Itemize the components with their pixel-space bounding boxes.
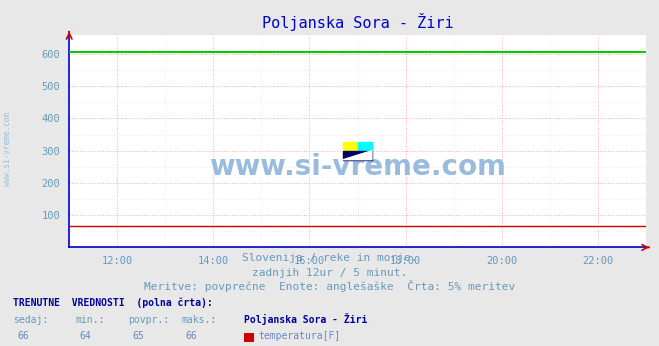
Text: sedaj:: sedaj: bbox=[13, 315, 48, 325]
Text: TRENUTNE  VREDNOSTI  (polna črta):: TRENUTNE VREDNOSTI (polna črta): bbox=[13, 298, 213, 308]
Bar bbox=[357, 142, 372, 151]
Text: Slovenija / reke in morje.: Slovenija / reke in morje. bbox=[242, 253, 417, 263]
Text: 65: 65 bbox=[132, 331, 144, 342]
Text: temperatura[F]: temperatura[F] bbox=[258, 331, 341, 342]
Bar bbox=[343, 142, 357, 151]
Text: Meritve: povprečne  Enote: anglešaške  Črta: 5% meritev: Meritve: povprečne Enote: anglešaške Črt… bbox=[144, 280, 515, 292]
Text: zadnjih 12ur / 5 minut.: zadnjih 12ur / 5 minut. bbox=[252, 268, 407, 278]
Title: Poljanska Sora - Žiri: Poljanska Sora - Žiri bbox=[262, 13, 453, 31]
Text: maks.:: maks.: bbox=[181, 315, 216, 325]
Text: 64: 64 bbox=[80, 331, 92, 342]
Text: povpr.:: povpr.: bbox=[129, 315, 169, 325]
Text: 66: 66 bbox=[185, 331, 197, 342]
Bar bbox=[343, 151, 372, 160]
Text: 66: 66 bbox=[17, 331, 29, 342]
Text: Poljanska Sora - Žiri: Poljanska Sora - Žiri bbox=[244, 313, 367, 325]
Text: www.si-vreme.com: www.si-vreme.com bbox=[3, 112, 13, 186]
Polygon shape bbox=[343, 151, 372, 160]
Text: min.:: min.: bbox=[76, 315, 105, 325]
Text: www.si-vreme.com: www.si-vreme.com bbox=[209, 153, 506, 181]
